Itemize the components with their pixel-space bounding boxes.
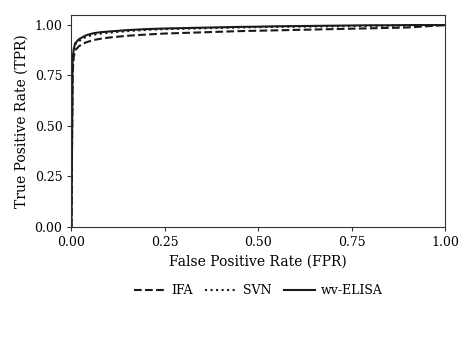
IFA: [83, 40, 89, 44]
wv-ELISA: [349, 23, 355, 27]
SVN: [311, 24, 317, 28]
SVN: [255, 25, 261, 29]
SVN: [71, 49, 76, 53]
SVN: [386, 24, 392, 28]
IFA: [143, 33, 149, 37]
SVN: [70, 63, 75, 67]
IFA: [274, 28, 280, 32]
SVN: [274, 25, 280, 29]
IFA: [76, 44, 82, 48]
wv-ELISA: [386, 23, 392, 27]
wv-ELISA: [73, 41, 78, 45]
SVN: [424, 23, 429, 27]
IFA: [73, 48, 78, 52]
wv-ELISA: [83, 33, 89, 37]
Line: IFA: IFA: [72, 25, 445, 227]
wv-ELISA: [274, 24, 280, 28]
IFA: [386, 26, 392, 30]
IFA: [330, 27, 336, 31]
SVN: [367, 24, 373, 28]
IFA: [442, 23, 448, 27]
Line: SVN: SVN: [72, 25, 445, 227]
wv-ELISA: [424, 23, 429, 27]
SVN: [237, 25, 242, 29]
wv-ELISA: [71, 47, 76, 51]
SVN: [162, 27, 168, 31]
wv-ELISA: [70, 57, 75, 61]
IFA: [311, 27, 317, 32]
SVN: [218, 26, 224, 30]
SVN: [73, 42, 78, 46]
wv-ELISA: [99, 30, 104, 34]
wv-ELISA: [218, 25, 224, 29]
wv-ELISA: [69, 225, 74, 229]
SVN: [80, 36, 85, 41]
wv-ELISA: [237, 25, 242, 29]
wv-ELISA: [80, 35, 85, 39]
X-axis label: False Positive Rate (FPR): False Positive Rate (FPR): [169, 254, 347, 268]
IFA: [91, 38, 97, 42]
SVN: [293, 25, 299, 29]
wv-ELISA: [91, 31, 97, 35]
wv-ELISA: [200, 26, 205, 30]
IFA: [80, 42, 85, 46]
wv-ELISA: [293, 24, 299, 28]
IFA: [69, 225, 74, 229]
SVN: [106, 31, 112, 35]
SVN: [181, 27, 186, 31]
IFA: [367, 26, 373, 31]
IFA: [71, 55, 76, 59]
SVN: [91, 33, 97, 37]
IFA: [200, 30, 205, 34]
wv-ELISA: [106, 29, 112, 34]
IFA: [162, 32, 168, 36]
SVN: [76, 39, 82, 43]
wv-ELISA: [162, 26, 168, 31]
wv-ELISA: [311, 24, 317, 28]
SVN: [99, 32, 104, 36]
SVN: [349, 24, 355, 28]
wv-ELISA: [143, 27, 149, 31]
SVN: [83, 35, 89, 39]
wv-ELISA: [181, 26, 186, 30]
IFA: [349, 27, 355, 31]
IFA: [424, 24, 429, 28]
SVN: [69, 225, 74, 229]
SVN: [330, 24, 336, 28]
IFA: [255, 29, 261, 33]
IFA: [218, 29, 224, 34]
Y-axis label: True Positive Rate (TPR): True Positive Rate (TPR): [15, 34, 29, 208]
wv-ELISA: [442, 23, 448, 27]
wv-ELISA: [255, 25, 261, 29]
IFA: [181, 31, 186, 35]
SVN: [200, 26, 205, 31]
SVN: [405, 23, 410, 27]
IFA: [99, 36, 104, 41]
IFA: [237, 29, 242, 33]
Line: wv-ELISA: wv-ELISA: [72, 25, 445, 227]
wv-ELISA: [367, 23, 373, 27]
IFA: [106, 35, 112, 40]
wv-ELISA: [405, 23, 410, 27]
wv-ELISA: [125, 28, 130, 32]
IFA: [125, 34, 130, 38]
IFA: [293, 28, 299, 32]
Legend: IFA, SVN, wv-ELISA: IFA, SVN, wv-ELISA: [128, 279, 388, 303]
wv-ELISA: [76, 37, 82, 41]
SVN: [143, 28, 149, 32]
SVN: [442, 23, 448, 27]
wv-ELISA: [330, 24, 336, 28]
SVN: [125, 29, 130, 33]
IFA: [70, 71, 75, 76]
IFA: [405, 25, 410, 29]
